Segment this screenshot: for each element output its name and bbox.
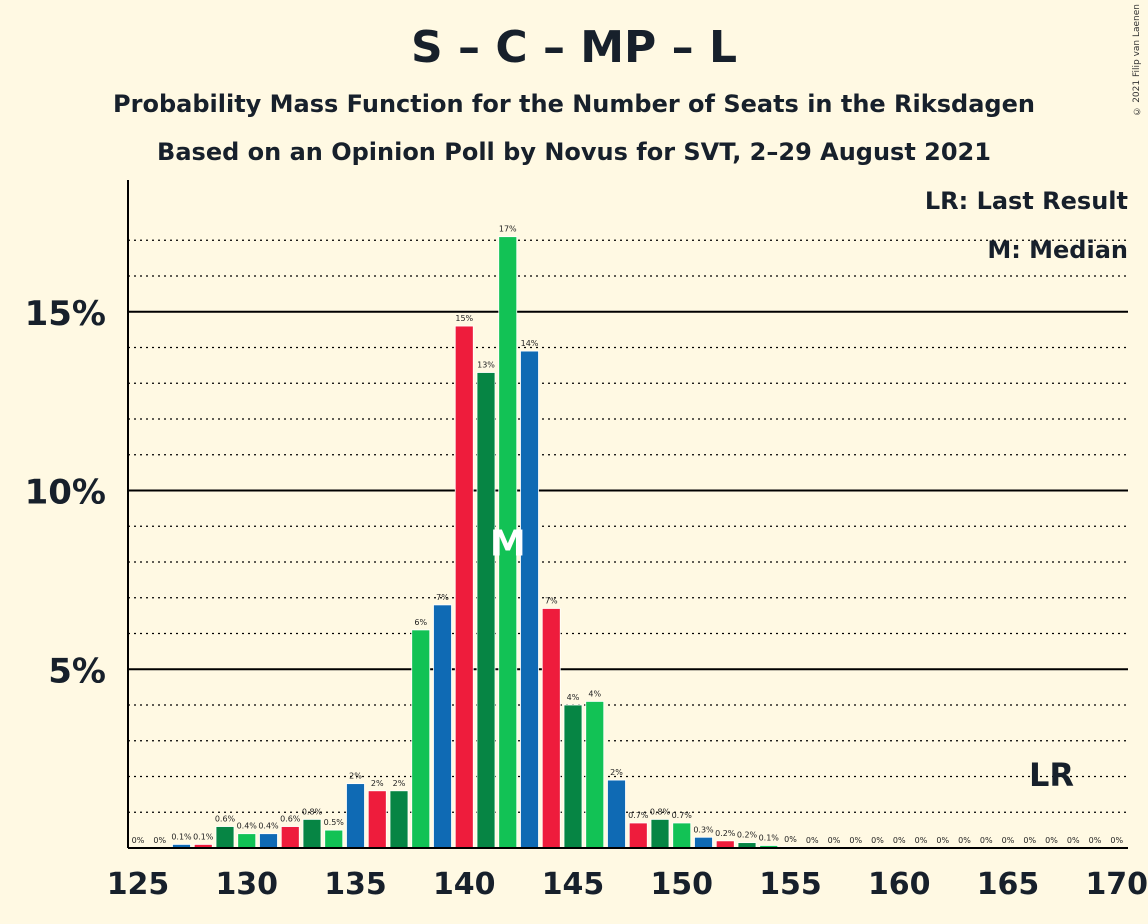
bar-146 — [585, 701, 605, 849]
bars-group — [172, 236, 800, 849]
bar-138 — [411, 629, 431, 849]
chart-title: S – C – MP – L — [411, 22, 737, 73]
bar-132 — [280, 826, 300, 849]
bar-label-152: 0.2% — [715, 829, 736, 838]
bar-label-157: 0% — [828, 836, 841, 845]
y-tick-label: 10% — [25, 473, 106, 513]
axes-group: 125 130 135 140 145 150 155 160 165 170 5% 10% 15% — [25, 180, 1148, 902]
bar-label-144: 7% — [545, 596, 558, 605]
bar-label-138: 6% — [414, 618, 427, 627]
bar-label-154: 0.1% — [759, 833, 780, 842]
bar-131 — [259, 833, 278, 849]
bar-130 — [237, 833, 257, 849]
bar-labels-group: 0% 0% 0.1% 0.1%0.6%0.4% 0.4%0.6%0.8%0.5%2%2%… — [132, 225, 1124, 845]
bar-151 — [694, 836, 713, 849]
bar-label-166: 0% — [1023, 836, 1036, 845]
x-tick-label: 165 — [977, 867, 1040, 902]
x-tick-label: 155 — [759, 867, 822, 902]
bar-label-156: 0% — [806, 836, 819, 845]
bar-label-136: 2% — [371, 779, 384, 788]
bar-143 — [520, 350, 539, 849]
bar-label-151: 0.3% — [693, 825, 714, 834]
x-tick-label: 130 — [215, 867, 278, 902]
last-result-marker: LR — [1029, 756, 1074, 794]
bar-label-141: 13% — [477, 361, 495, 370]
legend-median: M: Median — [987, 236, 1128, 264]
bar-152 — [715, 840, 735, 849]
bar-label-146: 4% — [588, 689, 601, 698]
x-tick-label: 140 — [433, 867, 496, 902]
bar-label-145: 4% — [567, 693, 580, 702]
bar-label-149: 0.8% — [650, 807, 671, 816]
bar-label-134: 0.5% — [324, 818, 345, 827]
bar-label-162: 0% — [936, 836, 949, 845]
bar-label-160: 0% — [893, 836, 906, 845]
bar-label-125: 0% — [132, 836, 145, 845]
x-tick-label: 160 — [868, 867, 931, 902]
bar-150 — [672, 822, 692, 849]
markers-group: M LR — [490, 523, 1074, 794]
bar-label-153: 0.2% — [737, 831, 758, 840]
bar-label-128: 0.1% — [193, 832, 214, 841]
chart-subtitle: Probability Mass Function for the Number… — [113, 90, 1035, 118]
bar-label-142: 17% — [499, 225, 517, 234]
bar-label-147: 2% — [610, 768, 623, 777]
y-tick-label: 5% — [48, 651, 106, 691]
bar-label-163: 0% — [958, 836, 971, 845]
bar-label-148: 0.7% — [628, 811, 649, 820]
bar-label-150: 0.7% — [672, 811, 693, 820]
bar-label-159: 0% — [871, 836, 884, 845]
bar-label-127: 0.1% — [171, 832, 192, 841]
bar-label-165: 0% — [1002, 836, 1015, 845]
bar-139 — [433, 604, 452, 849]
bar-label-158: 0% — [849, 836, 862, 845]
bar-label-137: 2% — [393, 779, 406, 788]
bar-137 — [389, 790, 409, 849]
bar-136 — [367, 790, 387, 849]
bar-label-168: 0% — [1067, 836, 1080, 845]
bar-label-129: 0.6% — [215, 815, 236, 824]
bar-145 — [563, 704, 583, 849]
bar-134 — [324, 829, 344, 849]
bar-label-131: 0.4% — [258, 822, 279, 831]
chart-subtitle-poll: Based on an Opinion Poll by Novus for SV… — [157, 138, 991, 166]
bar-label-139: 7% — [436, 593, 449, 602]
bar-label-135: 2% — [349, 772, 362, 781]
x-tick-label: 150 — [650, 867, 713, 902]
bar-label-169: 0% — [1089, 836, 1102, 845]
bar-label-143: 14% — [521, 339, 539, 348]
legend-last-result: LR: Last Result — [925, 187, 1128, 215]
median-marker: M — [490, 523, 526, 564]
x-tick-label: 135 — [324, 867, 387, 902]
bar-133 — [302, 819, 322, 849]
bar-label-161: 0% — [915, 836, 928, 845]
bar-label-167: 0% — [1045, 836, 1058, 845]
bar-label-170: 0% — [1110, 836, 1123, 845]
bar-140 — [454, 325, 474, 849]
bar-label-130: 0.4% — [237, 822, 258, 831]
bar-141 — [476, 372, 496, 849]
bar-148 — [628, 822, 648, 849]
bar-149 — [650, 819, 670, 849]
bar-label-155: 0% — [784, 835, 797, 844]
bar-129 — [215, 826, 235, 849]
bar-label-164: 0% — [980, 836, 993, 845]
bar-144 — [541, 608, 561, 849]
x-tick-label: 145 — [542, 867, 605, 902]
y-tick-label: 15% — [25, 294, 106, 334]
bar-label-140: 15% — [455, 314, 473, 323]
bar-147 — [607, 779, 626, 849]
bar-label-126: 0% — [153, 836, 166, 845]
bar-label-132: 0.6% — [280, 815, 301, 824]
bar-label-133: 0.8% — [302, 807, 323, 816]
grid-lines — [128, 239, 1128, 813]
x-tick-label: 125 — [107, 867, 170, 902]
bar-135 — [346, 783, 365, 849]
x-tick-label: 170 — [1085, 867, 1148, 902]
